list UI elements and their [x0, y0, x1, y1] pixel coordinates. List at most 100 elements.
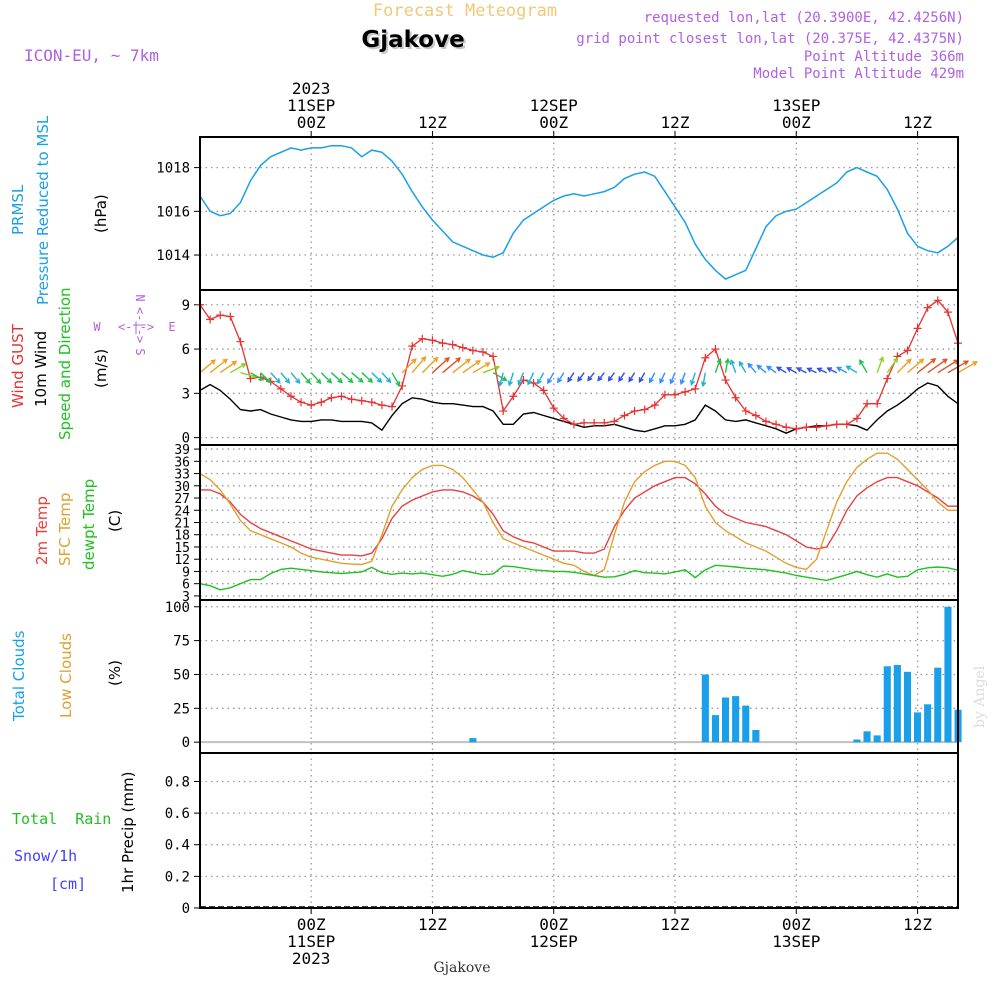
wind-direction-arrow	[498, 372, 504, 388]
gust-marker	[600, 418, 609, 427]
y-tick-label: 15	[174, 541, 190, 556]
gust-marker	[721, 376, 730, 385]
gust-marker	[792, 424, 801, 433]
y-tick-label: 3	[182, 590, 190, 605]
wind-direction-arrow	[628, 372, 636, 383]
top-axis-label: 00Z	[539, 113, 568, 132]
wind-direction-arrow	[229, 363, 247, 374]
wind-direction-arrow	[679, 372, 686, 386]
snow-label: Snow/1h	[14, 847, 77, 865]
panel-clouds: 0 25 50 75 100	[165, 599, 962, 754]
wind-direction-arrow	[597, 372, 605, 382]
gust-marker	[671, 390, 680, 399]
wind-direction-arrow	[432, 356, 450, 374]
product-title: Forecast Meteogram	[373, 1, 557, 21]
wind-direction-arrow	[517, 372, 525, 386]
gust-marker	[428, 336, 437, 345]
gust-marker	[377, 401, 386, 410]
wind-direction-arrow	[738, 360, 747, 374]
dewpt-label: dewpt Temp	[80, 479, 98, 570]
wind-direction-arrow	[638, 372, 646, 383]
compass-north: N	[133, 294, 147, 301]
gust-marker	[468, 346, 477, 355]
wind-direction-arrow	[411, 355, 427, 374]
clouds-unit: (%)	[106, 660, 124, 686]
gust-marker	[751, 411, 760, 420]
wind-direction-arrow	[816, 367, 827, 374]
wind-direction-arrow	[836, 366, 848, 374]
gust-marker	[741, 407, 750, 416]
cloud-bar	[752, 730, 760, 743]
wind-direction-arrow	[219, 360, 238, 374]
wind-direction-arrow	[714, 357, 722, 373]
panels: 1014101610180369369121518212427303336390…	[156, 136, 979, 917]
compass-rose: N S W E <-|-> <-|->	[93, 294, 175, 355]
dewpt-line	[199, 564, 959, 591]
panel-frame	[199, 136, 959, 291]
gust-marker	[832, 420, 841, 429]
wind-gust-line	[199, 299, 959, 430]
gust-marker	[549, 404, 558, 413]
cloud-bar	[934, 667, 942, 743]
y-tick-label: 12	[174, 553, 190, 568]
wind-direction-arrow	[700, 372, 707, 388]
wind-direction-arrow	[786, 367, 797, 374]
precip-unit: 1hr Precip (mm)	[119, 772, 137, 893]
gust-marker	[822, 421, 831, 430]
wind-direction-arrow	[260, 372, 272, 384]
sfc-temp-label: SFC Temp	[56, 493, 74, 566]
wind-speed-line	[199, 382, 959, 434]
sfc-temp-line	[199, 452, 958, 577]
panel-frame	[199, 289, 959, 446]
gust-marker	[499, 407, 508, 416]
y-tick-label: 0.4	[165, 838, 190, 854]
wind-direction-arrow	[270, 372, 281, 384]
compass-south: S	[133, 348, 147, 355]
gust-marker	[731, 393, 740, 402]
snow-unit-label: [cm]	[50, 875, 86, 893]
wind-direction-arrow	[492, 372, 508, 382]
gust-marker	[347, 395, 356, 404]
y-tick-label: 0.2	[165, 869, 190, 885]
wind-direction-arrow	[361, 372, 374, 383]
t2m-line	[200, 476, 958, 557]
gust-marker	[509, 392, 518, 401]
gust-marker	[418, 334, 427, 343]
pressure-label-prmsl: PRMSL	[9, 184, 27, 235]
y-tick-label: 9	[182, 298, 190, 314]
gust-marker	[590, 418, 599, 427]
panel-wind: 0 3 6 9	[182, 289, 979, 447]
gust-marker	[883, 374, 892, 383]
gust-marker	[559, 414, 568, 423]
cloud-bar	[903, 671, 911, 743]
y-tick-label: 6	[182, 342, 190, 358]
gust-marker	[681, 387, 690, 396]
wind-direction-arrow	[341, 372, 354, 384]
wind-direction-arrow	[527, 372, 535, 386]
y-tick-label: 0	[182, 735, 190, 751]
bottom-axis-label: 12SEP	[530, 932, 578, 951]
cloud-bar	[883, 666, 891, 743]
bottom-axis-label: 12Z	[418, 915, 447, 934]
cloud-bar	[469, 738, 477, 743]
cloud-bar	[914, 712, 922, 743]
gust-marker	[569, 420, 578, 429]
cloud-bar	[853, 739, 861, 743]
wind-direction-arrow	[765, 365, 777, 374]
gust-marker	[660, 390, 669, 399]
gust-marker	[640, 405, 649, 414]
wind-direction-arrow	[795, 367, 807, 374]
pressure-line	[199, 144, 959, 280]
gust-marker	[337, 392, 346, 401]
wind-direction-arrow	[300, 372, 311, 385]
wind-direction-arrow	[927, 358, 948, 374]
low-clouds-label: Low Clouds	[57, 633, 75, 718]
gust-marker	[580, 418, 589, 427]
gust-marker	[691, 384, 700, 393]
wind-direction-arrow	[937, 359, 960, 374]
cloud-bar	[863, 731, 871, 743]
pressure-label-msl: Pressure Reduced to MSL	[34, 115, 52, 305]
gust-marker	[388, 402, 397, 411]
